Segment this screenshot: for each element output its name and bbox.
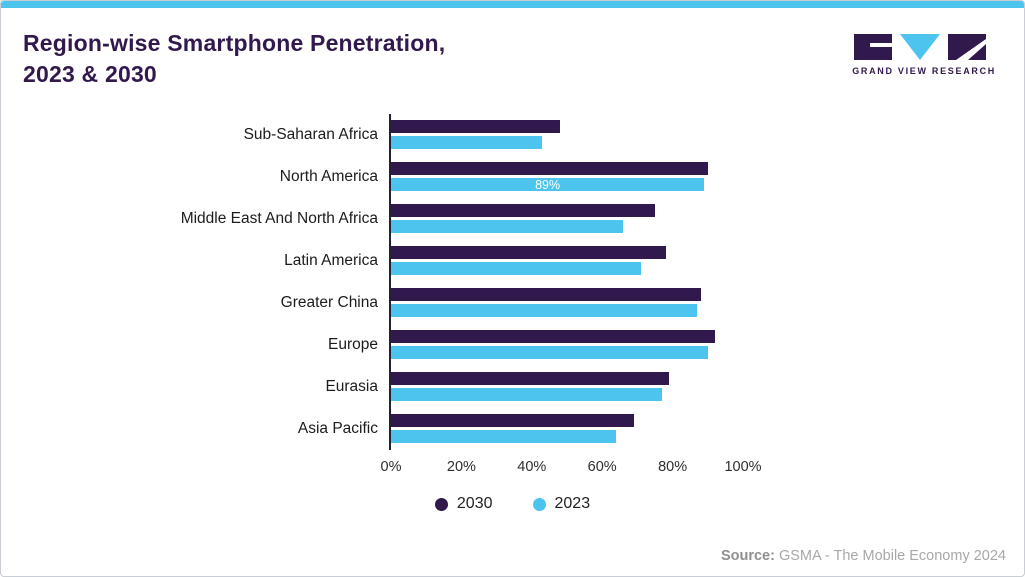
bar-2023 [391, 220, 624, 234]
category-label: Middle East And North Africa [180, 210, 378, 228]
bar-value-label: 89% [535, 177, 561, 192]
x-tick-label: 80% [658, 459, 688, 476]
category-label: North America [279, 168, 378, 186]
brand-logo-icon [854, 34, 987, 60]
category-label: Eurasia [325, 378, 378, 396]
row-plot [389, 198, 1024, 241]
title-line-2: 2023 & 2030 [23, 61, 157, 88]
chart-title: Region-wise Smartphone Penetration, 2023… [23, 28, 445, 90]
bar-2030 [391, 330, 715, 344]
category-label: Asia Pacific [297, 420, 378, 438]
bar-2030 [391, 414, 634, 428]
chart-legend: 2030 2023 [1, 495, 1024, 513]
source-text: GSMA - The Mobile Economy 2024 [774, 548, 1006, 564]
chart-row: Asia Pacific [1, 408, 1024, 451]
legend-item-2030: 2030 [434, 495, 493, 513]
bar-2023 [391, 304, 698, 318]
row-plot [389, 240, 1024, 283]
chart-rows: Sub-Saharan Africa North America 89% Middle… [1, 114, 1024, 451]
bar-2030 [391, 372, 670, 386]
chart-row: Eurasia [1, 366, 1024, 409]
bar-2023: 89% [391, 177, 705, 192]
bar-2030 [391, 246, 666, 260]
row-plot [389, 324, 1024, 367]
source-note: Source: GSMA - The Mobile Economy 2024 [721, 548, 1006, 564]
chart-row: North America 89% [1, 156, 1024, 199]
header: Region-wise Smartphone Penetration, 2023… [1, 8, 1024, 90]
legend-label: 2030 [456, 495, 493, 513]
legend-label: 2023 [554, 495, 591, 513]
top-accent-strip [1, 1, 1024, 8]
row-plot [389, 366, 1024, 409]
chart-area: Sub-Saharan Africa North America 89% Middle… [1, 114, 1024, 513]
bar-2023 [391, 346, 708, 360]
row-plot: 89% [389, 156, 1024, 199]
bar-2023 [391, 430, 617, 444]
bar-2030 [391, 162, 708, 176]
bar-2023 [391, 388, 663, 402]
chart-row: Latin America [1, 240, 1024, 283]
x-tick-label: 60% [587, 459, 617, 476]
x-tick-label: 0% [380, 459, 402, 476]
row-plot [389, 282, 1024, 325]
chart-row: Europe [1, 324, 1024, 367]
legend-dot [532, 497, 546, 511]
bar-2030 [391, 288, 701, 302]
x-tick-label: 100% [724, 459, 762, 476]
category-label: Greater China [280, 294, 378, 312]
x-axis-ticks: 0% 20% 40% 60% 80% 100% [381, 459, 762, 481]
x-tick-label: 20% [446, 459, 476, 476]
legend-dot [434, 497, 448, 511]
bar-2023 [391, 136, 543, 150]
chart-row: Middle East And North Africa [1, 198, 1024, 241]
row-plot [389, 408, 1024, 451]
category-label: Latin America [284, 252, 378, 270]
source-label: Source: [720, 548, 775, 564]
brand-logo: GRAND VIEW RESEARCH [852, 34, 996, 76]
bar-2030 [391, 204, 655, 218]
category-label: Sub-Saharan Africa [243, 126, 378, 144]
brand-name: GRAND VIEW RESEARCH [852, 66, 996, 76]
row-plot [389, 114, 1024, 157]
title-line-1: Region-wise Smartphone Penetration, [23, 30, 446, 56]
legend-item-2023: 2023 [532, 495, 591, 513]
chart-row: Greater China [1, 282, 1024, 325]
x-tick-label: 40% [517, 459, 547, 476]
bar-2023 [391, 262, 641, 276]
bar-2030 [391, 120, 560, 134]
category-label: Europe [328, 336, 378, 354]
chart-row: Sub-Saharan Africa [1, 114, 1024, 157]
